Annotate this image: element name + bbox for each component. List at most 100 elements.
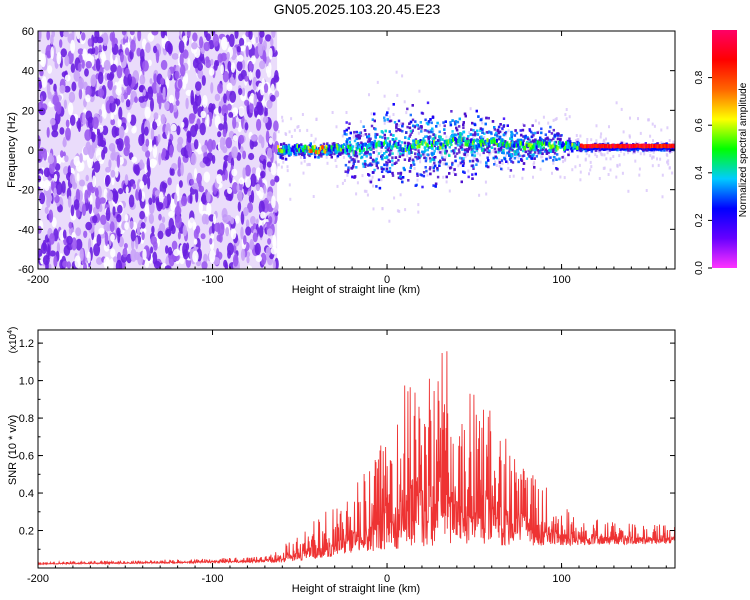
signal-cell [511,149,514,152]
signal-cell [632,147,635,151]
signal-ridge [418,144,421,149]
signal-ridge [513,143,516,148]
speckle [300,161,303,165]
signal-cell [541,159,545,163]
noise-blob [238,134,245,145]
noise-blob [246,256,250,264]
signal-ridge [604,144,607,149]
signal-cell [458,135,461,139]
speckle [405,111,408,115]
noise-blob [75,238,83,251]
noise-blob [59,84,66,94]
signal-cell [480,135,483,138]
speckle [298,129,301,133]
signal-ridge [526,143,529,148]
noise-blob [117,230,121,244]
noise-blob [60,48,67,58]
speckle [494,160,497,164]
noise-blob [53,255,58,268]
speckle [345,111,348,114]
noise-blob [129,114,137,126]
colorbar: 0.00.20.40.60.8 Normalized spectral ampl… [694,30,749,275]
signal-cell [539,136,542,140]
signal-cell [457,132,460,136]
noise-blob [263,184,267,194]
noise-blob [90,74,97,87]
noise-blob [129,220,134,229]
noise-blob [82,48,87,61]
signal-cell [282,142,286,145]
noise-blob [225,193,233,201]
signal-cell [438,141,441,145]
signal-ridge [417,139,420,144]
noise-blob [52,94,59,106]
noise-blob [108,95,115,104]
signal-cell [500,145,503,149]
signal-cell [508,154,511,157]
noise-blob [234,107,238,116]
signal-cell [371,118,374,121]
signal-cell [584,149,587,153]
signal-ridge [355,146,358,151]
signal-cell [571,149,574,153]
signal-cell [498,136,502,139]
signal-cell [540,138,543,141]
noise-blob [110,118,116,126]
signal-cell [641,148,645,151]
speckle [621,171,624,175]
signal-cell [367,173,370,176]
speckle [310,133,313,137]
signal-cell [535,140,538,144]
speckle [418,89,421,93]
signal-ridge [306,146,309,151]
signal-cell [455,142,458,145]
noise-blob [83,262,87,269]
signal-ridge [546,141,549,146]
noise-blob [255,36,259,44]
speckle [637,117,639,121]
signal-ridge [537,143,540,148]
signal-cell [377,178,381,182]
signal-ridge [286,145,289,150]
signal-cell [425,169,428,173]
signal-ridge [439,145,442,150]
signal-cell [366,135,369,139]
signal-cell [484,122,487,126]
signal-ridge [548,142,551,147]
noise-blob [74,255,81,268]
signal-ridge [436,141,439,146]
speckle [399,193,402,197]
noise-blob [206,114,210,127]
signal-cell [554,149,558,152]
noise-blob [164,265,172,269]
speckle [284,154,286,158]
noise-blob [48,209,54,223]
signal-cell [500,167,503,171]
speckle [445,135,448,139]
speckle [666,153,669,157]
speckle [568,115,571,119]
signal-cell [543,150,547,153]
signal-cell [389,152,392,155]
signal-ridge [287,145,290,150]
speckle [280,165,283,169]
signal-cell [516,150,519,154]
signal-cell [541,147,544,151]
speckle [507,129,510,133]
noise-blob [132,125,137,133]
speckle [308,163,311,167]
signal-cell [417,127,420,130]
speckle [584,158,587,162]
noise-blob [164,40,172,53]
signal-cell [442,121,445,124]
signal-ridge [361,142,364,147]
signal-ridge [310,148,313,153]
noise-blob [197,62,204,71]
signal-ridge [347,144,350,149]
speckle [501,146,504,149]
speckle [301,113,304,116]
speckle [380,150,383,153]
speckle [410,155,413,159]
signal-cell [466,137,469,141]
signal-ridge [326,146,329,151]
